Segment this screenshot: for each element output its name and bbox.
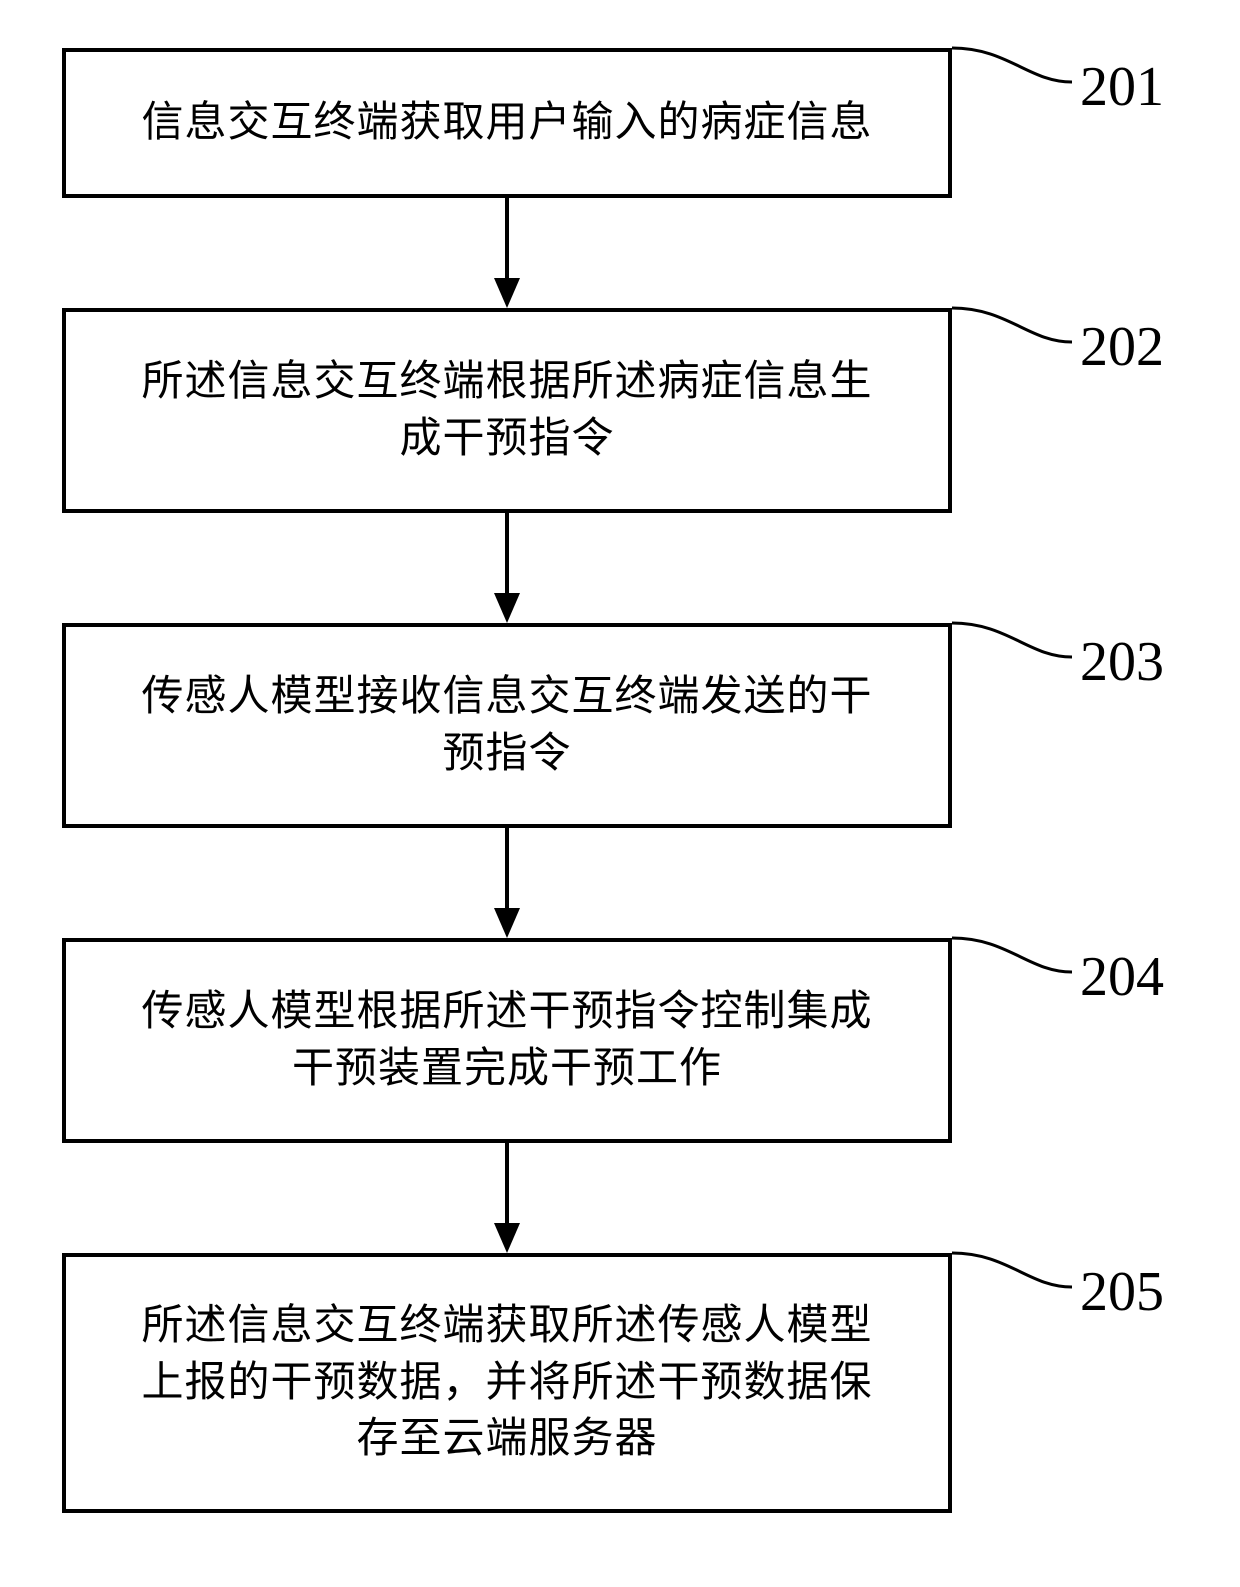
leader-curve-201 (952, 44, 1080, 90)
flow-node-text-201: 信息交互终端获取用户输入的病症信息 (141, 95, 872, 152)
leader-curve-204 (952, 934, 1080, 980)
flow-node-204: 传感人模型根据所述干预指令控制集成 干预装置完成干预工作 (62, 938, 952, 1143)
flow-node-text-205: 所述信息交互终端获取所述传感人模型 上报的干预数据，并将所述干预数据保 存至云端… (141, 1298, 872, 1468)
flow-node-201: 信息交互终端获取用户输入的病症信息 (62, 48, 952, 198)
ref-label-205: 205 (1080, 1260, 1164, 1324)
flow-node-202: 所述信息交互终端根据所述病症信息生 成干预指令 (62, 308, 952, 513)
flow-node-205: 所述信息交互终端获取所述传感人模型 上报的干预数据，并将所述干预数据保 存至云端… (62, 1253, 952, 1513)
ref-label-204: 204 (1080, 945, 1164, 1009)
arrow-after-202 (487, 513, 527, 623)
flow-node-203: 传感人模型接收信息交互终端发送的干 预指令 (62, 623, 952, 828)
flowchart-canvas: 信息交互终端获取用户输入的病症信息 201 所述信息交互终端根据所述病症信息生 成干… (0, 0, 1240, 1587)
ref-label-201: 201 (1080, 55, 1164, 119)
arrow-after-204 (487, 1143, 527, 1253)
ref-label-202: 202 (1080, 315, 1164, 379)
arrow-after-201 (487, 198, 527, 308)
flow-node-text-204: 传感人模型根据所述干预指令控制集成 干预装置完成干预工作 (141, 984, 872, 1097)
flow-node-text-202: 所述信息交互终端根据所述病症信息生 成干预指令 (141, 354, 872, 467)
leader-curve-205 (952, 1249, 1080, 1295)
arrow-after-203 (487, 828, 527, 938)
ref-label-203: 203 (1080, 630, 1164, 694)
leader-curve-203 (952, 619, 1080, 665)
leader-curve-202 (952, 304, 1080, 350)
flow-node-text-203: 传感人模型接收信息交互终端发送的干 预指令 (141, 669, 872, 782)
